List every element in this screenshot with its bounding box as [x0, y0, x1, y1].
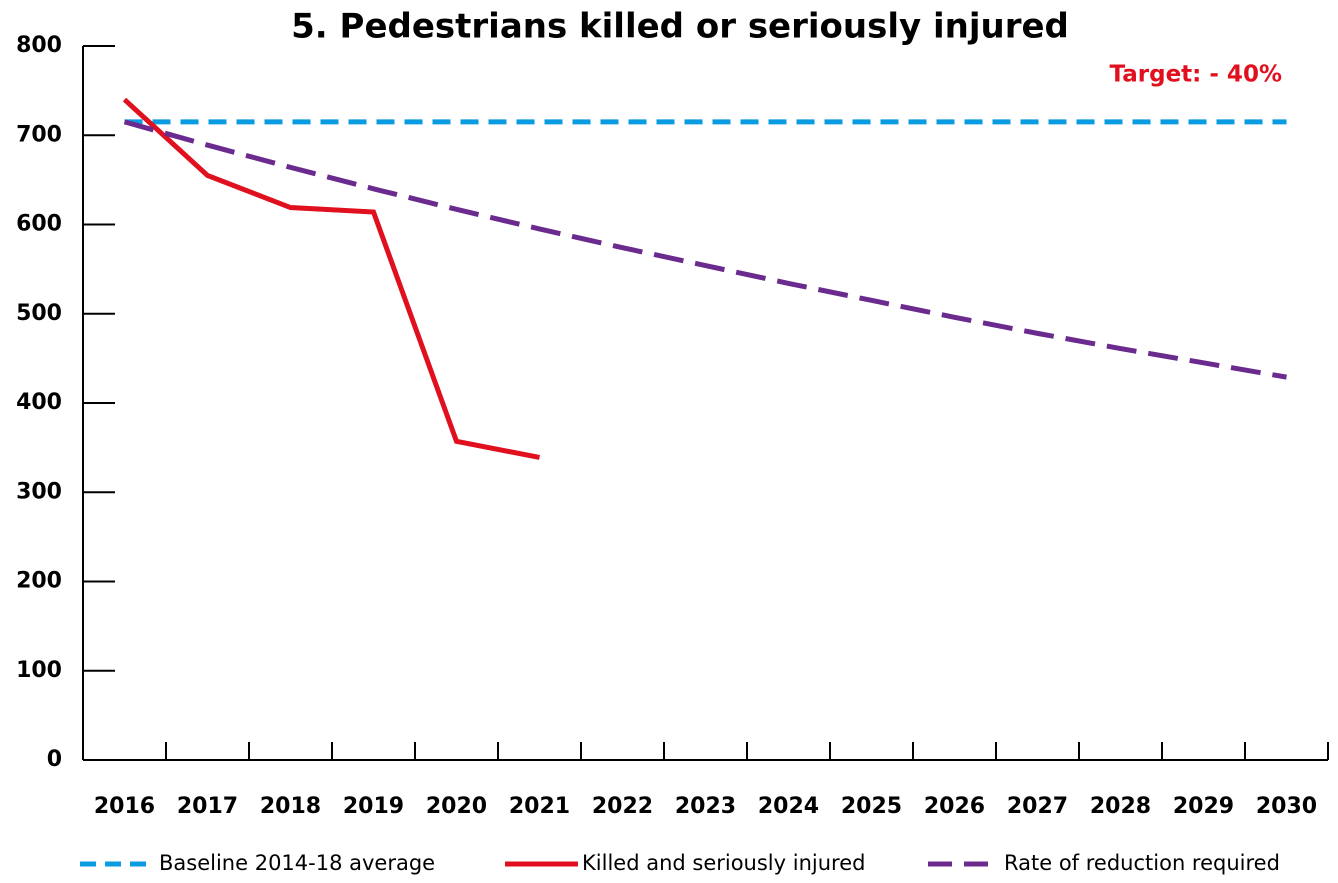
- x-tick-label: 2029: [1173, 794, 1234, 819]
- y-tick-label: 400: [16, 390, 62, 415]
- chart-title: 5. Pedestrians killed or seriously injur…: [291, 7, 1069, 47]
- x-tick-label: 2018: [260, 794, 321, 819]
- series-line: [123, 119, 1287, 380]
- x-tick-label: 2021: [509, 794, 570, 819]
- y-tick-label: 600: [16, 212, 62, 237]
- x-tick-label: 2020: [426, 794, 487, 819]
- x-tick-label: 2016: [94, 794, 155, 819]
- y-tick-label: 0: [47, 747, 62, 772]
- series-line: [122, 97, 540, 460]
- x-tick-label: 2025: [841, 794, 902, 819]
- x-tick-label: 2019: [343, 794, 404, 819]
- x-tick-label: 2024: [758, 794, 819, 819]
- y-tick-label: 700: [16, 122, 62, 147]
- legend-label: Baseline 2014-18 average: [159, 851, 435, 875]
- x-tick-label: 2030: [1256, 794, 1317, 819]
- legend-label: Killed and seriously injured: [582, 851, 865, 875]
- y-tick-label: 200: [16, 569, 62, 594]
- x-tick-label: 2026: [924, 794, 985, 819]
- y-tick-label: 300: [16, 479, 62, 504]
- annotation: Target: - 40%: [1110, 62, 1282, 88]
- x-tick-label: 2022: [592, 794, 653, 819]
- x-tick-label: 2023: [675, 794, 736, 819]
- y-tick-label: 800: [16, 33, 62, 58]
- y-tick-label: 100: [16, 658, 62, 683]
- x-tick-label: 2028: [1090, 794, 1151, 819]
- x-tick-label: 2017: [177, 794, 238, 819]
- y-tick-label: 500: [16, 301, 62, 326]
- legend-label: Rate of reduction required: [1004, 851, 1280, 875]
- x-tick-label: 2027: [1007, 794, 1068, 819]
